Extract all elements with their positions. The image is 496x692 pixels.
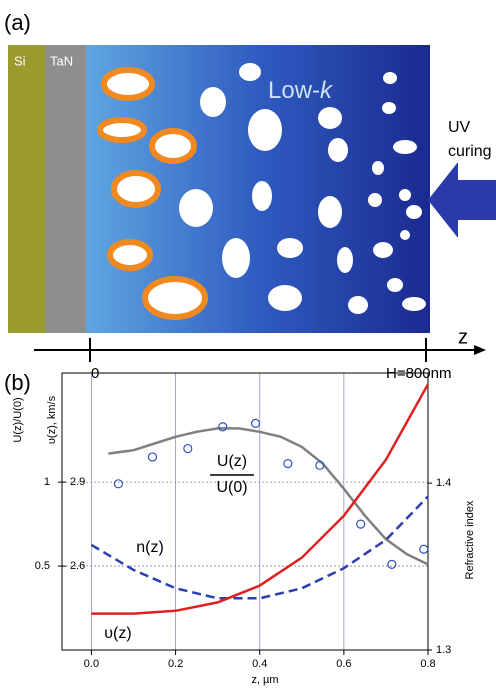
material-label: Low-k: [268, 77, 334, 104]
material-italic: k: [320, 77, 334, 104]
curve-label: n(z): [136, 539, 164, 556]
data-point: [420, 545, 428, 553]
data-point: [148, 453, 156, 461]
y3-tick-label: 2.9: [70, 476, 85, 488]
x-tick-label: 0.2: [168, 658, 183, 670]
y3-axis-label: υ(z), km/s: [46, 395, 58, 444]
curve-label: υ(z): [104, 625, 131, 642]
x-tick-label: 0.0: [84, 658, 99, 670]
y2-tick-label: 1.3: [436, 644, 451, 656]
panel-label: (b): [4, 370, 31, 395]
figure: (a) Si TaN Low-k UV curing z 0 H=800nm (…: [0, 0, 496, 687]
layer-label: TaN: [50, 53, 73, 68]
y2-tick-label: 1.4: [436, 477, 451, 489]
plot-frame: [62, 373, 428, 650]
material-text: Low-: [268, 77, 320, 104]
x-axis-label: z, µm: [251, 674, 278, 686]
z-arrow: [474, 345, 486, 355]
uv-arrow: [428, 162, 496, 238]
y-tick-label: 0.5: [35, 560, 50, 572]
y-axis-label: U(z)/U(0): [12, 397, 24, 442]
x-tick-label: 0.6: [336, 658, 351, 670]
layer-label: Si: [14, 53, 26, 68]
z-label: z: [458, 326, 468, 348]
uv-label: curing: [448, 143, 492, 160]
page: (a) Si TaN Low-k UV curing z 0 H=800nm (…: [0, 0, 496, 687]
data-point: [252, 419, 260, 427]
x-tick-label: 0.8: [420, 658, 435, 670]
data-point: [284, 460, 292, 468]
tan-layer: [45, 45, 86, 333]
data-point: [357, 520, 365, 528]
data-point: [184, 445, 192, 453]
data-point: [114, 480, 122, 488]
data-point: [388, 560, 396, 568]
uv-label: UV: [448, 119, 471, 136]
curve-label: U(0): [216, 479, 247, 496]
y-tick-label: 1: [44, 476, 50, 488]
curve-label: U(z): [217, 453, 247, 470]
y2-axis-label: Refractive index: [464, 500, 476, 579]
x-tick-label: 0.4: [252, 658, 267, 670]
y3-tick-label: 2.6: [70, 560, 85, 572]
panel-label: (a): [4, 10, 31, 35]
si-layer: [8, 45, 45, 333]
